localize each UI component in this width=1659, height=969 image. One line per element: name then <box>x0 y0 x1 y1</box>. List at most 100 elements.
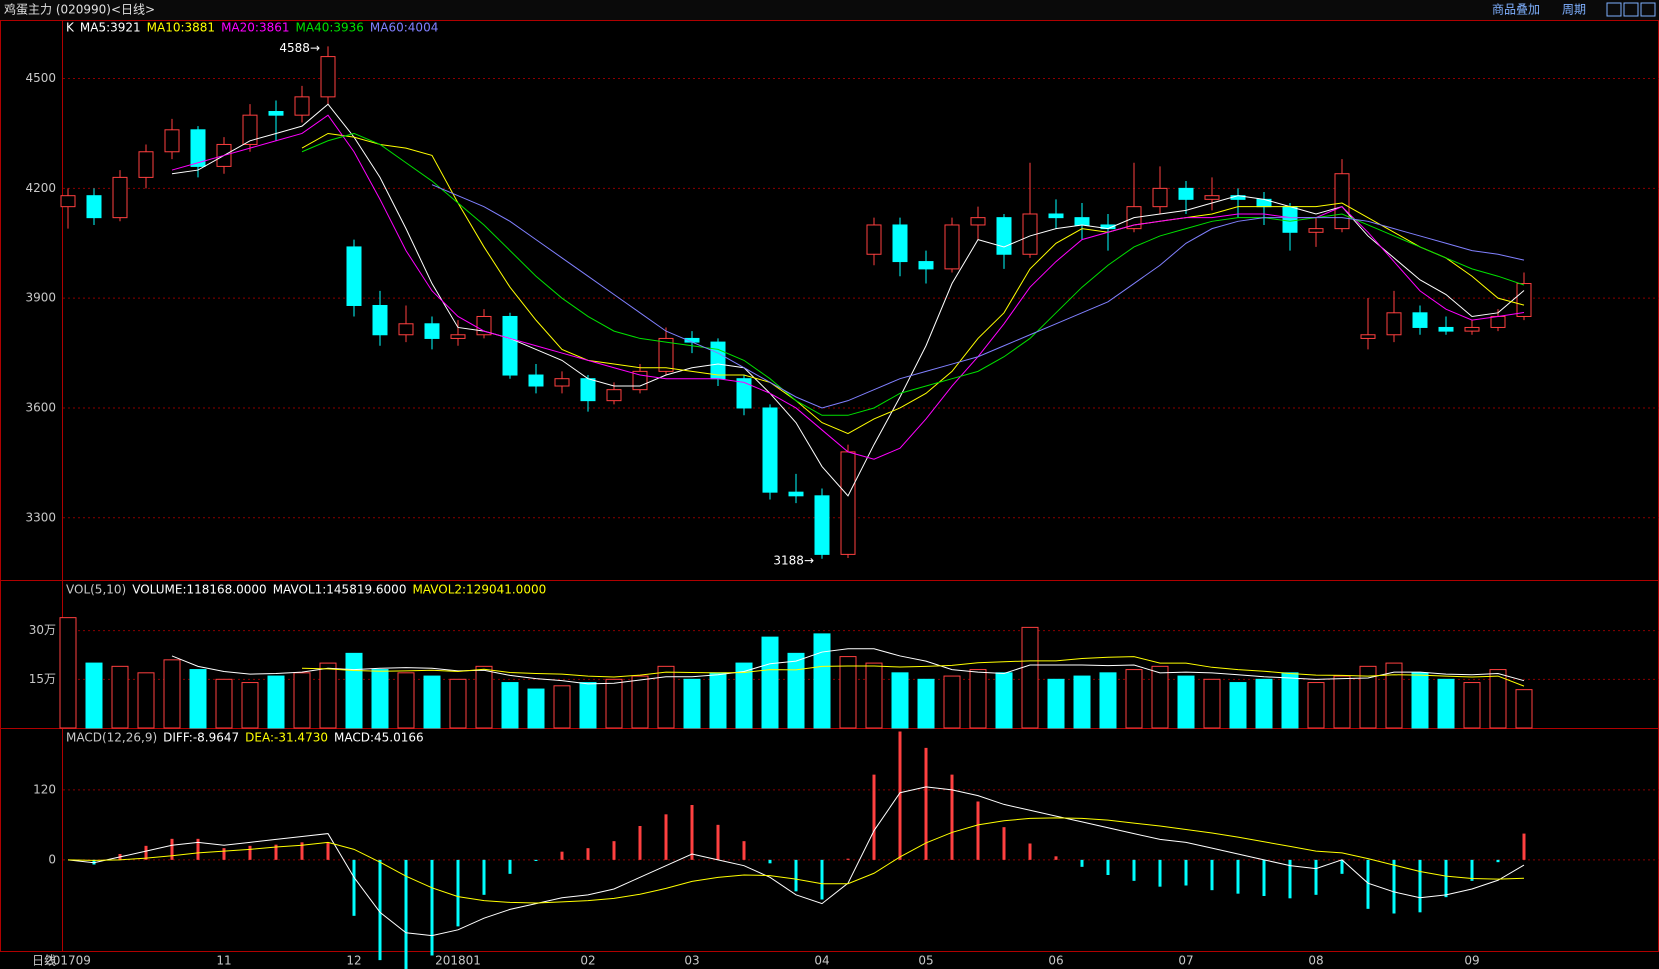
x-tick-label: 11 <box>216 954 231 968</box>
candle-body <box>1438 326 1454 332</box>
candle-body <box>918 261 934 270</box>
candle-body <box>1282 206 1298 233</box>
nav-button[interactable] <box>1606 2 1622 17</box>
volume-bar <box>59 617 77 729</box>
candle-body <box>450 334 466 339</box>
candle-body <box>658 337 674 372</box>
candle-body <box>1074 217 1090 226</box>
candle-body <box>502 315 518 376</box>
y-tick-label: 0 <box>48 852 56 866</box>
volume-bar <box>605 678 623 729</box>
volume-bar <box>1281 672 1299 729</box>
candle-body <box>892 224 908 263</box>
candle-body <box>242 114 258 145</box>
volume-bar <box>475 665 493 729</box>
mavol-line <box>301 656 1525 687</box>
volume-bar <box>1099 672 1117 729</box>
volume-bar <box>1411 672 1429 729</box>
volume-bar <box>761 636 779 729</box>
volume-bar <box>943 675 961 729</box>
macd-line <box>67 817 1525 904</box>
volume-bar <box>709 672 727 729</box>
volume-bar <box>1385 662 1403 729</box>
volume-bar <box>215 678 233 729</box>
volume-bar <box>579 682 597 729</box>
legend-entry: MA60:4004 <box>370 21 438 35</box>
volume-bar <box>501 682 519 729</box>
candle-body <box>1152 187 1168 208</box>
volume-bar <box>891 672 909 729</box>
candle-body <box>1464 326 1480 332</box>
nav-button[interactable] <box>1640 2 1656 17</box>
x-tick-label: 02 <box>580 954 595 968</box>
volume-bar <box>1021 626 1039 729</box>
x-tick-label: 201801 <box>435 954 481 968</box>
volume-bar <box>657 665 675 729</box>
volume-bar <box>735 662 753 729</box>
candle-body <box>1516 283 1532 317</box>
legend-entry: MA5:3921 <box>80 21 141 35</box>
candle-body <box>1490 315 1506 328</box>
legend-entry: DIFF:-8.9647 <box>163 731 239 745</box>
volume-bar <box>345 652 363 729</box>
volume-bar <box>1203 678 1221 729</box>
mavol-line <box>171 648 1525 685</box>
ma-line <box>301 132 1525 435</box>
ma-line <box>171 103 1525 497</box>
y-tick-label: 4200 <box>25 181 56 195</box>
volume-bar <box>397 672 415 729</box>
high-annotation: 4588→ <box>279 41 320 55</box>
volume-bar <box>1515 689 1533 729</box>
volume-bar <box>371 669 389 729</box>
candle-body <box>788 491 804 497</box>
volume-bar <box>969 669 987 729</box>
candle-body <box>736 378 752 409</box>
period-button[interactable]: 周期 <box>1562 3 1586 17</box>
candle-body <box>112 176 128 219</box>
candle-body <box>268 111 284 116</box>
candle-body <box>528 374 544 387</box>
volume-bar <box>449 678 467 729</box>
legend-entry: MA20:3861 <box>221 21 289 35</box>
volume-bar <box>137 672 155 729</box>
x-tick-label: 05 <box>918 954 933 968</box>
candle-body <box>164 129 180 153</box>
candle-body <box>1204 195 1220 200</box>
legend-entry: DEA:-31.4730 <box>245 731 328 745</box>
y-tick-label: 3600 <box>25 400 56 414</box>
volume-bar <box>787 652 805 729</box>
volume-bar <box>839 656 857 729</box>
candle-body <box>1334 173 1350 230</box>
candle-body <box>1178 187 1194 200</box>
volume-bar <box>917 678 935 729</box>
candle-body <box>86 195 102 219</box>
volume-bar <box>631 675 649 729</box>
volume-bar <box>1437 678 1455 729</box>
volume-bar <box>865 662 883 729</box>
candle-body <box>814 495 830 555</box>
legend-entry: MACD(12,26,9) <box>66 731 157 745</box>
volume-bar <box>1333 675 1351 729</box>
volume-bar <box>995 672 1013 729</box>
volume-bar <box>111 665 129 729</box>
y-tick-label: 4500 <box>25 71 56 85</box>
candle-body <box>424 323 440 339</box>
y-tick-label: 30万 <box>29 623 56 637</box>
x-tick-label: 04 <box>814 954 829 968</box>
overlay-button[interactable]: 商品叠加 <box>1492 2 1540 17</box>
nav-button[interactable] <box>1623 2 1639 17</box>
legend-entry: K <box>66 21 75 35</box>
legend-entry: MAVOL1:145819.6000 <box>273 583 407 597</box>
legend-entry: VOLUME:118168.0000 <box>132 583 266 597</box>
volume-bar <box>1151 665 1169 729</box>
y-tick-label: 3300 <box>25 510 56 524</box>
volume-bar <box>1047 678 1065 729</box>
frame <box>0 20 1659 952</box>
volume-bar <box>527 688 545 729</box>
legend-entry: MACD:45.0166 <box>334 731 424 745</box>
candle-body <box>1386 312 1402 336</box>
macd-line <box>67 786 1525 937</box>
candle-body <box>372 304 388 336</box>
